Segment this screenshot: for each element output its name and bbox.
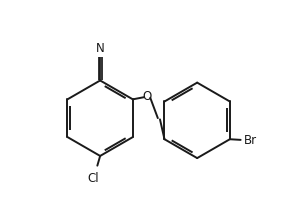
Text: Cl: Cl (88, 172, 100, 185)
Text: N: N (96, 42, 105, 55)
Text: O: O (142, 90, 151, 103)
Text: Br: Br (244, 134, 257, 147)
